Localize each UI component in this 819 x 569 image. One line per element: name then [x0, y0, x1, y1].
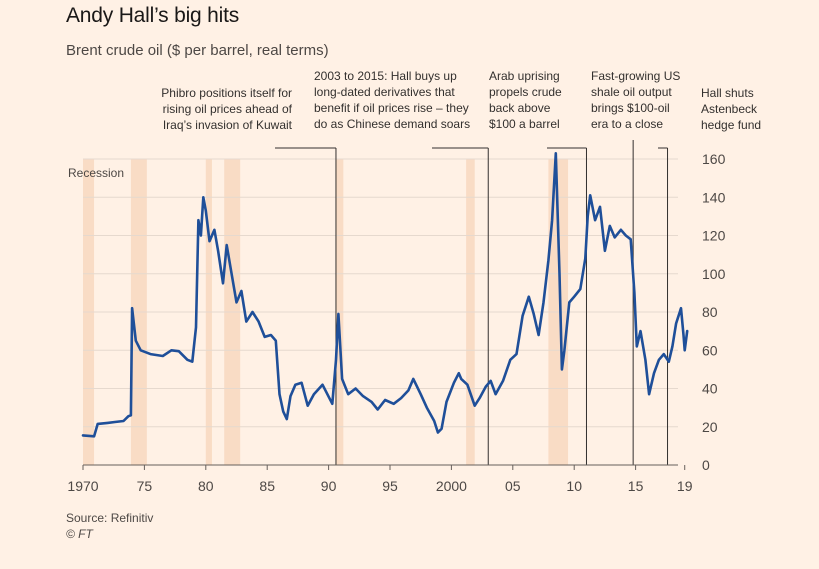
x-tick-label-15: 15: [628, 478, 644, 494]
x-tick-label-1970: 1970: [67, 478, 98, 494]
annotation-2: Arab uprising propels crude back above $100…: [489, 69, 562, 131]
y-tick-label-40: 40: [702, 381, 718, 397]
annotation-0: Phibro positions itself for rising oil pr…: [161, 86, 292, 132]
y-tick-label-120: 120: [702, 228, 726, 244]
x-tick-label-75: 75: [137, 478, 153, 494]
y-tick-label-100: 100: [702, 266, 726, 282]
series-lines: [81, 152, 689, 438]
annotation-1-line-2: benefit if oil prices rise – they: [314, 101, 469, 115]
y-tick-label-160: 160: [702, 151, 726, 167]
x-tick-label-95: 95: [382, 478, 398, 494]
annotation-1-line-3: do as Chinese demand soars: [314, 117, 470, 131]
x-tick-label-85: 85: [259, 478, 275, 494]
annotation-4: Hall shuts Astenbeck hedge fund: [701, 86, 761, 132]
annotation-0-line-2: Iraq’s invasion of Kuwait: [163, 118, 293, 132]
axes: 1970 75 80 85 90 95 2000 05 10 15 19 0 20 40 60 80 100 12…: [67, 151, 725, 494]
annotation-2-line-0: Arab uprising: [489, 69, 560, 83]
annotation-1-line-1: long-dated derivatives that: [314, 85, 455, 99]
chart-footer: Source: Refinitiv © FT: [66, 510, 153, 542]
annotation-2-line-2: back above: [489, 101, 551, 115]
y-tick-label-80: 80: [702, 304, 718, 320]
annotation-0-line-1: rising oil prices ahead of: [163, 102, 293, 116]
annotation-4-line-1: Astenbeck: [701, 102, 758, 116]
annotation-1-line-0: 2003 to 2015: Hall buys up: [314, 69, 457, 83]
y-tick-label-140: 140: [702, 189, 726, 205]
annotation-2-line-3: $100 a barrel: [489, 117, 560, 131]
x-tick-label-19: 19: [677, 478, 693, 494]
annotation-4-line-2: hedge fund: [701, 118, 761, 132]
brent-series-line: [81, 152, 689, 438]
gridlines: [83, 158, 678, 428]
y-tick-label-20: 20: [702, 419, 718, 435]
y-tick-label-60: 60: [702, 342, 718, 358]
chart-subtitle: Brent crude oil ($ per barrel, real term…: [66, 42, 329, 59]
x-tick-label-80: 80: [198, 478, 214, 494]
annotation-3-line-3: era to a close: [591, 117, 663, 131]
x-tick-label-2000: 2000: [436, 478, 467, 494]
annotation-3-line-2: brings $100-oil: [591, 101, 670, 115]
chart-title: Andy Hall’s big hits: [66, 4, 240, 27]
annotation-1: 2003 to 2015: Hall buys up long-dated der…: [314, 69, 470, 131]
annotation-3-line-1: shale oil output: [591, 85, 672, 99]
y-tick-label-0: 0: [702, 457, 710, 473]
source-note: Source: Refinitiv: [66, 511, 154, 525]
annotation-3-line-0: Fast-growing US: [591, 69, 680, 83]
x-tick-label-10: 10: [566, 478, 582, 494]
annotation-lines: [275, 140, 669, 465]
annotation-3: Fast-growing US shale oil output brings $1…: [591, 69, 680, 131]
annotations: Phibro positions itself for rising oil pr…: [161, 69, 761, 132]
x-tick-label-90: 90: [321, 478, 337, 494]
annotation-0-line-0: Phibro positions itself for: [161, 86, 292, 100]
recession-label: Recession: [68, 166, 124, 180]
annotation-4-line-0: Hall shuts: [701, 86, 754, 100]
x-tick-label-05: 05: [505, 478, 521, 494]
annotation-2-line-1: propels crude: [489, 85, 562, 99]
copyright-note: © FT: [66, 527, 93, 541]
